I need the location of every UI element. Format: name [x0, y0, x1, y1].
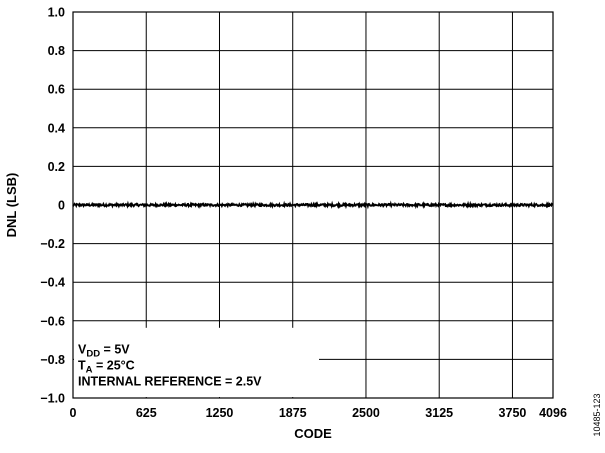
y-tick-label: 0.2 — [48, 160, 65, 174]
dnl-series-line — [72, 200, 554, 210]
y-tick-labels: 1.0 0.8 0.6 0.4 0.2 0 −0.2 −0.4 −0.6 −0.8 −1.0 — [40, 6, 65, 406]
plot-frame — [72, 11, 554, 399]
annotation-ta: TA = 25°C — [78, 358, 135, 375]
figure-id: 10485-123 — [592, 393, 602, 436]
annotation-background — [74, 327, 319, 397]
x-tick-labels: 0 625 1250 1875 2500 3125 3750 4096 — [70, 406, 567, 420]
annotation-reference: INTERNAL REFERENCE = 2.5V — [78, 374, 262, 388]
y-tick-label: 1.0 — [48, 6, 65, 20]
y-tick-label: 0.6 — [48, 83, 65, 97]
x-tick-label: 3125 — [425, 406, 453, 420]
x-tick-label: 0 — [70, 406, 77, 420]
x-tick-label: 625 — [136, 406, 157, 420]
y-tick-label: −0.8 — [40, 353, 65, 367]
y-tick-label: 0 — [58, 199, 65, 213]
y-tick-label: 0.8 — [48, 44, 65, 58]
x-tick-label: 1250 — [206, 406, 234, 420]
y-axis-title: DNL (LSB) — [4, 173, 19, 238]
y-tick-label: −0.6 — [40, 314, 65, 328]
x-tick-label: 2500 — [352, 406, 380, 420]
x-tick-label: 3750 — [499, 406, 527, 420]
y-tick-label: −0.2 — [40, 237, 65, 251]
y-tick-label: −0.4 — [40, 276, 65, 290]
x-tick-label: 1875 — [279, 406, 307, 420]
y-tick-label: 0.4 — [48, 121, 65, 135]
annotation-vdd: VDD = 5V — [78, 342, 130, 359]
x-axis-title: CODE — [294, 426, 332, 441]
x-tick-label: 4096 — [539, 406, 567, 420]
y-tick-label: −1.0 — [40, 392, 65, 406]
